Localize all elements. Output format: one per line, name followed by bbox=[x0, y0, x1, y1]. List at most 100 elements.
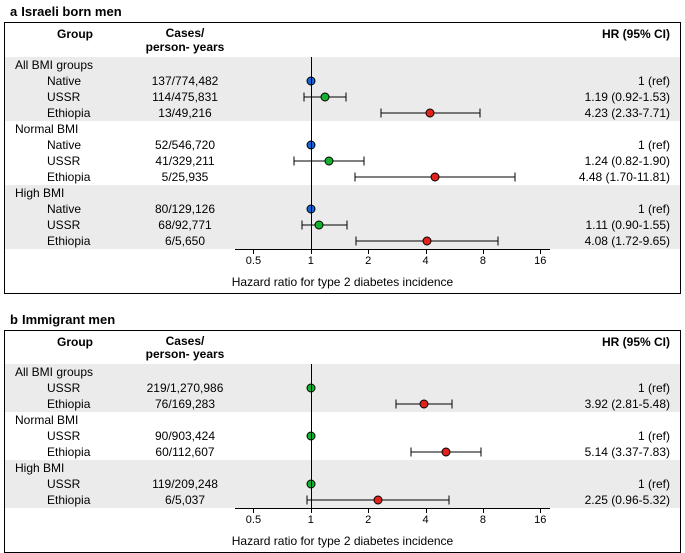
plot-cell bbox=[235, 185, 550, 201]
axis-canvas: 0.5124816 bbox=[235, 249, 550, 275]
forest-plot-cell bbox=[235, 476, 550, 492]
chart-box: GroupCases/ person- years HR (95% CI) All … bbox=[4, 330, 681, 553]
row-hr-text: 1 (ref) bbox=[550, 74, 670, 88]
col-header-group: Group bbox=[15, 335, 135, 363]
row-cases: 52/546,720 bbox=[135, 138, 235, 152]
plot-cell bbox=[235, 57, 550, 73]
section-name: Normal BMI bbox=[15, 413, 135, 427]
ci-cap-high bbox=[347, 220, 348, 229]
panel-b: bImmigrant menGroupCases/ person- yearsH… bbox=[0, 308, 685, 553]
section-header-row: High BMI bbox=[5, 460, 680, 476]
row-cases: 90/903,424 bbox=[135, 429, 235, 443]
row-hr-text: 1.19 (0.92-1.53) bbox=[550, 90, 670, 104]
forest-plot-cell bbox=[235, 428, 550, 444]
data-row: USSR219/1,270,986 1 (ref) bbox=[5, 380, 680, 396]
data-row: Ethiopia6/5,650 4.08 (1.72-9.65) bbox=[5, 233, 680, 249]
data-row: Native52/546,7201 (ref) bbox=[5, 137, 680, 153]
axis-tick-label: 1 bbox=[308, 255, 314, 267]
forest-plot-cell bbox=[235, 492, 550, 508]
col-header-cases: Cases/ person- years bbox=[135, 27, 235, 55]
panel-a: aIsraeli born menGroupCases/ person- yea… bbox=[0, 0, 685, 294]
col-header-cases: Cases/ person- years bbox=[135, 335, 235, 363]
row-cases: 68/92,771 bbox=[135, 218, 235, 232]
hr-point bbox=[426, 108, 435, 117]
section-name: Normal BMI bbox=[15, 122, 135, 136]
row-label: USSR bbox=[15, 218, 135, 232]
hr-point bbox=[430, 172, 439, 181]
row-cases: 41/329,211 bbox=[135, 154, 235, 168]
ci-cap-low bbox=[380, 108, 381, 117]
row-hr-text: 1 (ref) bbox=[550, 477, 670, 491]
section-header-row: High BMI bbox=[5, 185, 680, 201]
ci-cap-low bbox=[294, 156, 295, 165]
row-hr-text: 3.92 (2.81-5.48) bbox=[550, 397, 670, 411]
axis-spacer bbox=[550, 249, 670, 275]
row-cases: 114/475,831 bbox=[135, 90, 235, 104]
axis-spacer bbox=[550, 508, 670, 534]
x-axis: 0.5124816 bbox=[15, 508, 670, 534]
section-name: High BMI bbox=[15, 461, 135, 475]
forest-plot-cell bbox=[235, 105, 550, 121]
hr-point bbox=[419, 400, 428, 409]
ci-cap-low bbox=[303, 92, 304, 101]
panel-letter: a bbox=[10, 4, 21, 19]
section-header-row: Normal BMI bbox=[5, 121, 680, 137]
axis-canvas: 0.5124816 bbox=[235, 508, 550, 534]
col-header-hr: HR (95% CI) bbox=[550, 27, 670, 55]
plot-cell bbox=[235, 364, 550, 380]
section-name: High BMI bbox=[15, 186, 135, 200]
col-header-plot bbox=[235, 335, 550, 363]
data-row: Ethiopia13/49,2164.23 (2.33-7.71) bbox=[5, 105, 680, 121]
forest-plot-cell bbox=[235, 153, 550, 169]
row-cases: 13/49,216 bbox=[135, 106, 235, 120]
ci-cap-high bbox=[479, 108, 480, 117]
panel-title-text: Immigrant men bbox=[22, 312, 115, 327]
axis-tick bbox=[368, 508, 369, 513]
row-hr-text: 1 (ref) bbox=[550, 429, 670, 443]
axis-tick bbox=[540, 249, 541, 254]
forest-plot-cell bbox=[235, 137, 550, 153]
forest-plot-cell bbox=[235, 73, 550, 89]
row-hr-text: 4.08 (1.72-9.65) bbox=[550, 234, 670, 248]
row-label: Ethiopia bbox=[15, 234, 135, 248]
row-label: Ethiopia bbox=[15, 106, 135, 120]
row-cases: 119/209,248 bbox=[135, 477, 235, 491]
axis-spacer bbox=[135, 249, 235, 275]
data-row: USSR119/209,2481 (ref) bbox=[5, 476, 680, 492]
ci-cap-low bbox=[354, 172, 355, 181]
forest-plot-cell bbox=[235, 89, 550, 105]
ci-cap-high bbox=[449, 496, 450, 505]
row-label: Ethiopia bbox=[15, 170, 135, 184]
axis-tick bbox=[426, 508, 427, 513]
section-header-row: All BMI groups bbox=[5, 57, 680, 73]
hr-point bbox=[373, 496, 382, 505]
axis-line bbox=[235, 249, 550, 250]
forest-plot-figure: aIsraeli born menGroupCases/ person- yea… bbox=[0, 0, 685, 553]
hr-point bbox=[442, 448, 451, 457]
data-row: USSR41/329,2111.24 (0.82-1.90) bbox=[5, 153, 680, 169]
row-cases: 6/5,650 bbox=[135, 234, 235, 248]
col-header-hr: HR (95% CI) bbox=[550, 335, 670, 363]
axis-tick-label: 8 bbox=[480, 255, 486, 267]
row-label: Ethiopia bbox=[15, 493, 135, 507]
data-row: USSR68/92,771 1.11 (0.90-1.55) bbox=[5, 217, 680, 233]
row-hr-text: 1.11 (0.90-1.55) bbox=[550, 218, 670, 232]
plot-cell bbox=[235, 460, 550, 476]
hr-point bbox=[423, 236, 432, 245]
x-axis-label: Hazard ratio for type 2 diabetes inciden… bbox=[5, 534, 680, 552]
data-row: Ethiopia76/169,2833.92 (2.81-5.48) bbox=[5, 396, 680, 412]
plot-cell bbox=[235, 412, 550, 428]
row-hr-text: 5.14 (3.37-7.83) bbox=[550, 445, 670, 459]
row-hr-text: 1 (ref) bbox=[550, 381, 670, 395]
x-axis-label: Hazard ratio for type 2 diabetes inciden… bbox=[5, 275, 680, 293]
section-name: All BMI groups bbox=[15, 365, 135, 379]
hr-point bbox=[321, 92, 330, 101]
row-hr-text: 4.48 (1.70-11.81) bbox=[550, 170, 670, 184]
rows-wrapper: All BMI groupsUSSR219/1,270,9861 (ref)Et… bbox=[5, 364, 680, 508]
row-label: USSR bbox=[15, 381, 135, 395]
axis-line bbox=[235, 508, 550, 509]
row-cases: 219/1,270,986 bbox=[135, 381, 235, 395]
axis-tick-label: 0.5 bbox=[246, 514, 261, 526]
row-cases: 137/774,482 bbox=[135, 74, 235, 88]
forest-plot-cell bbox=[235, 444, 550, 460]
